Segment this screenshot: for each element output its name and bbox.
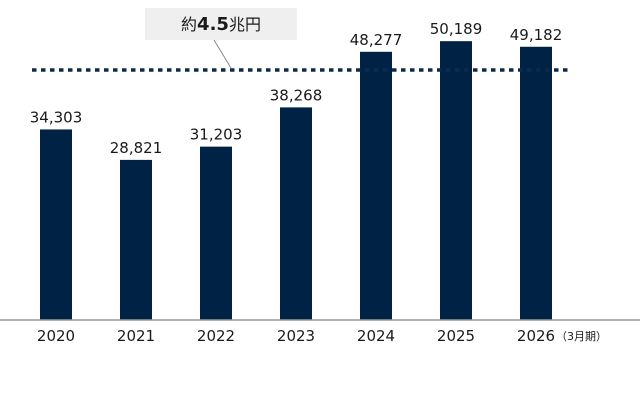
bar-2020: [40, 129, 72, 320]
annotation-value: 4.5: [197, 14, 229, 35]
x-tick-2021: 2021: [117, 327, 155, 345]
bar-2023: [280, 107, 312, 321]
x-tick-2020: 2020: [37, 327, 75, 345]
x-tick-2022: 2022: [197, 327, 235, 345]
annotation-unit: 兆円: [229, 15, 261, 34]
x-tick-2024: 2024: [357, 327, 395, 345]
bar-2025: [440, 41, 472, 321]
x-tick-suffix: （3月期）: [556, 330, 607, 343]
bar-2022: [200, 146, 232, 320]
bar-2026: [520, 46, 552, 321]
bar-2021: [120, 159, 152, 320]
value-label-2022: 31,203: [190, 126, 243, 144]
value-label-2020: 34,303: [30, 108, 83, 126]
annotation-text: 約4.5兆円: [181, 14, 261, 35]
bar-2024: [360, 51, 392, 321]
value-label-2023: 38,268: [270, 86, 323, 104]
annotation-prefix: 約: [181, 15, 197, 34]
x-tick-2025: 2025: [437, 327, 475, 345]
value-label-2024: 48,277: [350, 31, 403, 49]
value-label-2025: 50,189: [430, 20, 483, 38]
annotation-leader-line: [213, 39, 232, 69]
value-label-2021: 28,821: [110, 139, 163, 157]
value-labels-group: 34,303 28,821 31,203 38,268 48,277 50,189 49,1…: [30, 20, 563, 157]
x-tick-labels-group: 2020 2021 2022 2023 2024 2025 2026 （3月期）: [37, 327, 607, 345]
x-tick-2023: 2023: [277, 327, 315, 345]
bars-group: [40, 41, 552, 321]
value-label-2026: 49,182: [510, 26, 563, 44]
annotation-box: [145, 8, 297, 40]
x-tick-2026: 2026: [517, 327, 555, 345]
